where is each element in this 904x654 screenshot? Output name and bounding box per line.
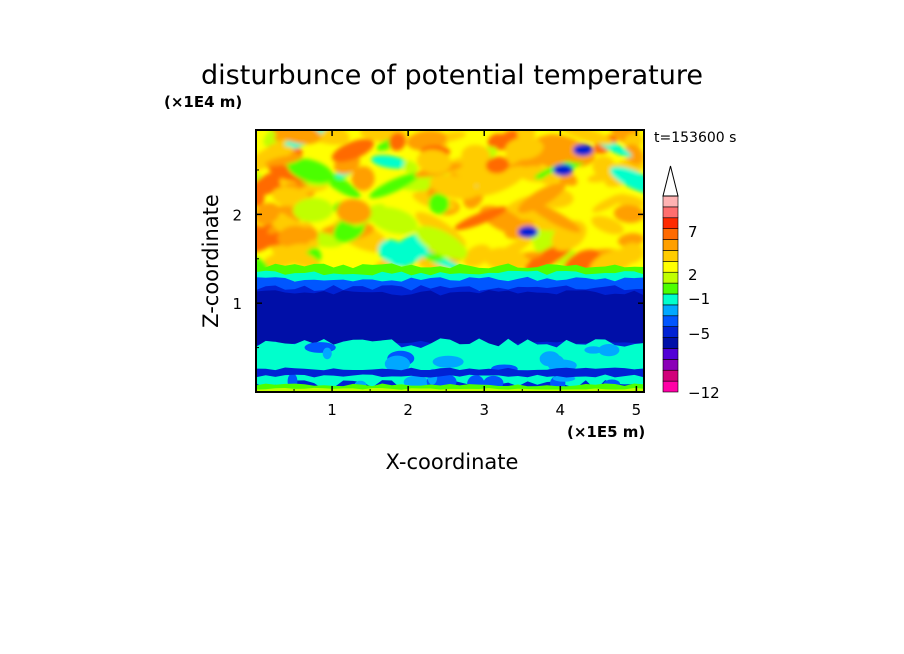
field-blob	[542, 172, 563, 185]
field-blob	[331, 138, 374, 163]
y-tick-label: 2	[232, 206, 242, 224]
field-blob	[617, 233, 644, 247]
field-blob	[432, 355, 464, 368]
field-blob	[378, 239, 406, 263]
colorbar-swatch	[662, 271, 679, 284]
field-blob	[463, 244, 491, 267]
y-scale-label: (×1E4 m)	[164, 93, 242, 111]
field-band	[256, 387, 644, 392]
field-blob	[610, 166, 644, 195]
plot-frame	[255, 129, 645, 393]
field-band	[256, 367, 644, 378]
field-blob	[351, 166, 375, 191]
colorbar-swatch	[662, 195, 679, 208]
y-axis-label: Z-coordinate	[199, 194, 223, 328]
y-tick-label: 1	[232, 295, 242, 313]
upper-region	[256, 130, 644, 279]
colorbar-label: −5	[688, 325, 710, 343]
y-axis: 12	[232, 169, 644, 349]
x-axis-label: X-coordinate	[386, 450, 519, 474]
field-blob	[384, 355, 410, 373]
field-blob	[369, 172, 420, 199]
field-blob	[336, 198, 372, 225]
x-tick-label: 2	[403, 401, 413, 419]
field-blob	[624, 144, 644, 165]
x-tick-label: 4	[556, 401, 566, 419]
colorbar-label: −12	[688, 384, 720, 402]
field-blob	[416, 149, 452, 174]
colorbar-swatch	[662, 293, 679, 306]
field-blob	[461, 144, 491, 166]
field-blob	[287, 158, 334, 184]
colorbar-swatch	[662, 228, 679, 240]
field-blob	[272, 130, 321, 145]
colorbar-swatch	[662, 369, 679, 382]
field-blob-cold	[518, 226, 538, 238]
field-blob	[528, 202, 581, 233]
field-blob	[485, 156, 510, 174]
field-blob	[256, 145, 294, 173]
field-blob	[487, 133, 509, 151]
field-blob	[598, 344, 620, 357]
field-blob	[591, 215, 624, 235]
field-blob	[517, 130, 536, 143]
field-blob-cold	[573, 144, 593, 156]
x-tick-label: 3	[479, 401, 489, 419]
colorbar-extend-arrow	[662, 165, 679, 197]
colorbar-label: −1	[688, 290, 710, 308]
field-blob	[264, 155, 303, 167]
colorbar-swatch	[662, 315, 679, 327]
field-blob	[371, 155, 409, 169]
chart-title: disturbunce of potential temperature	[201, 60, 703, 91]
lower-region	[256, 263, 644, 392]
field-blob	[584, 346, 603, 354]
time-label: t=153600 s	[654, 130, 736, 146]
field-blob	[428, 193, 450, 215]
colorbar-swatch	[662, 206, 679, 219]
colorbar-label: 7	[688, 223, 698, 241]
field-blob	[483, 247, 528, 271]
colorbar-swatch	[662, 380, 679, 393]
field-band	[256, 290, 644, 347]
field-blob	[271, 245, 321, 269]
field-blob	[369, 207, 418, 235]
field-blob	[415, 226, 468, 260]
field-blob	[592, 193, 626, 213]
colorbar: 7 2 −1 −5 −12	[662, 165, 720, 402]
x-tick-label: 1	[327, 401, 337, 419]
colorbar-label: 2	[688, 266, 698, 284]
colorbar-swatch	[662, 282, 679, 295]
x-scale-label: (×1E5 m)	[567, 423, 645, 441]
field-blob	[424, 253, 444, 262]
field-blob	[403, 375, 429, 389]
field-blob	[256, 202, 280, 225]
field-blob	[505, 137, 544, 160]
x-tick-label: 5	[632, 401, 642, 419]
colorbar-swatch	[662, 217, 679, 229]
field-blob	[292, 197, 333, 223]
field-plot	[256, 130, 644, 392]
field-blob	[558, 130, 613, 145]
colorbar-swatch	[662, 337, 679, 349]
field-blob	[389, 132, 406, 151]
colorbar-swatch	[662, 250, 679, 262]
field-blob	[302, 226, 319, 241]
field-blob	[474, 166, 528, 196]
colorbar-swatch	[662, 304, 679, 317]
field-blob	[402, 160, 419, 174]
colorbar-swatch	[662, 261, 679, 273]
colorbar-swatch	[662, 359, 679, 371]
colorbar-swatch	[662, 326, 679, 338]
field-blob-cold	[553, 164, 573, 176]
field-blob	[322, 347, 332, 360]
colorbar-swatch	[662, 348, 679, 360]
field-blob	[613, 204, 644, 223]
field-blob	[541, 134, 592, 163]
colorbar-swatch	[662, 239, 679, 251]
field-blob	[454, 206, 507, 231]
x-axis: 1 2 3 4 5	[293, 130, 642, 419]
